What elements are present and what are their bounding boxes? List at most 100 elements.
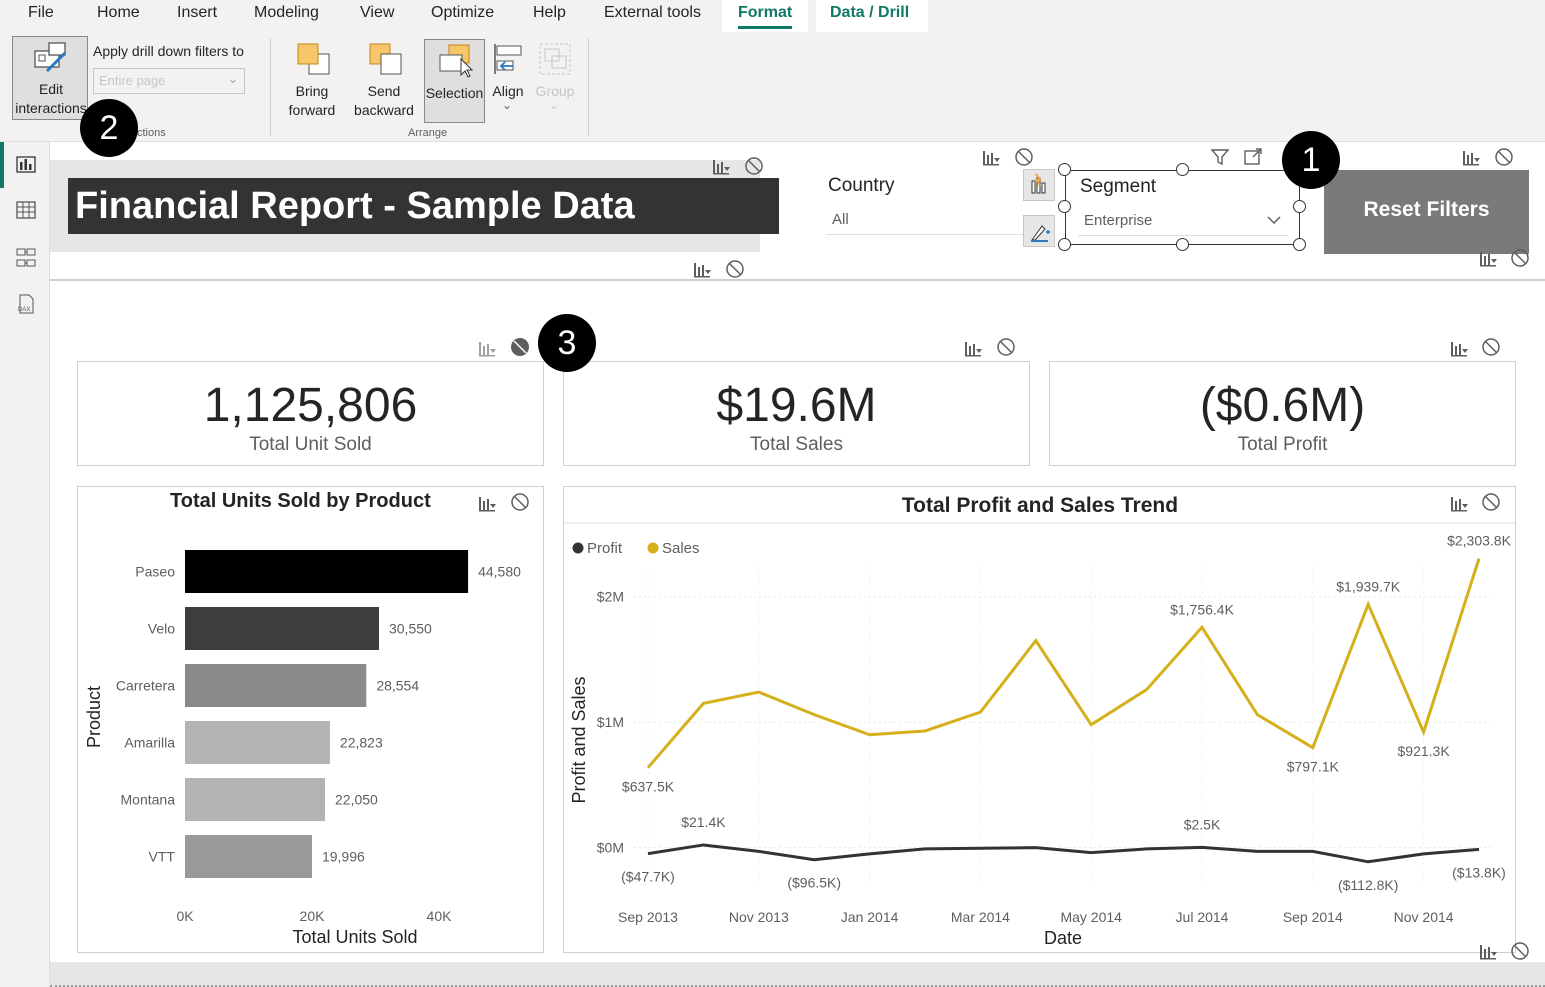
bar-carretera: [185, 664, 367, 707]
build-visual-button[interactable]: [1023, 169, 1055, 201]
x-axis-title: Date: [1044, 928, 1082, 948]
category-label: Paseo: [135, 564, 175, 580]
title-banner[interactable]: Financial Report - Sample Data: [68, 178, 779, 234]
category-label: Carretera: [116, 678, 175, 694]
filter-visual-icon-4[interactable]: [1460, 147, 1482, 169]
x-tick-label: May 2014: [1060, 909, 1122, 925]
card-label: Total Profit: [1237, 434, 1328, 455]
no-impact-icon-11[interactable]: [1509, 940, 1531, 962]
align-button[interactable]: Align ⌄: [488, 38, 528, 122]
resize-handle[interactable]: [1058, 238, 1071, 251]
bar-value-label: 30,550: [389, 621, 432, 637]
report-view-icon[interactable]: [14, 152, 38, 176]
menu-help[interactable]: Help: [533, 4, 566, 21]
data-label: $1,756.4K: [1170, 601, 1234, 617]
group-chevron-down-icon: ⌄: [549, 98, 560, 112]
segment-slicer[interactable]: Segment Enterprise: [1065, 170, 1300, 245]
no-impact-icon-3[interactable]: [1013, 146, 1035, 168]
segment-dropdown[interactable]: Enterprise: [1078, 206, 1288, 236]
bar-chart-visual[interactable]: Total Units Sold by Product Paseo 44,580 Ve…: [77, 486, 544, 953]
data-label: $797.1K: [1287, 759, 1340, 775]
no-impact-icon[interactable]: [743, 155, 765, 177]
focus-mode-icon[interactable]: [1242, 146, 1264, 168]
filter-visual-icon-9[interactable]: [476, 493, 498, 515]
line-chart-visual[interactable]: Total Profit and Sales Trend Profit Sales $…: [563, 486, 1516, 953]
menu-format[interactable]: Format: [738, 4, 793, 29]
filter-visual-icon-11[interactable]: [1477, 941, 1499, 963]
resize-handle[interactable]: [1058, 200, 1071, 213]
no-impact-icon-5[interactable]: [1509, 247, 1531, 269]
menu-home[interactable]: Home: [97, 4, 140, 21]
filter-visual-icon[interactable]: [710, 156, 732, 178]
filter-visual-icon-7[interactable]: [962, 338, 984, 360]
bring-forward-icon: [297, 43, 330, 75]
no-impact-icon-7[interactable]: [995, 336, 1017, 358]
table-view-icon[interactable]: [14, 198, 38, 222]
edit-interactions-icon: [34, 42, 67, 73]
send-backward-icon: [369, 43, 402, 75]
apply-drill-select[interactable]: Entire page ⌄: [93, 68, 245, 94]
country-slicer-label: Country: [828, 175, 895, 196]
x-tick-label: Sep 2013: [618, 909, 678, 925]
card-total-profit[interactable]: ($0.6M) Total Profit: [1049, 361, 1516, 466]
x-tick-label: 40K: [427, 908, 453, 924]
arrange-group-label: Arrange: [408, 127, 448, 139]
no-impact-icon-2[interactable]: [724, 258, 746, 280]
selection-label: Selection: [425, 85, 484, 101]
filter-visual-icon-6[interactable]: [476, 338, 498, 360]
model-view-icon[interactable]: [14, 246, 38, 270]
edit-interactions-button[interactable]: Edit interactions: [12, 36, 88, 120]
bar-chart-title: Total Units Sold by Product: [170, 490, 431, 512]
apply-drill-label: Apply drill down filters to: [93, 43, 244, 59]
menu-external-tools[interactable]: External tools: [604, 4, 701, 21]
no-impact-icon-4[interactable]: [1493, 146, 1515, 168]
segment-slicer-label: Segment: [1080, 176, 1157, 197]
card-total-sales[interactable]: $19.6M Total Sales: [563, 361, 1030, 466]
bar-value-label: 19,996: [322, 849, 365, 865]
selection-icon: [439, 44, 474, 78]
ribbon: Edit interactions Apply drill down filte…: [0, 32, 1545, 142]
menu-data-drill[interactable]: Data / Drill: [830, 4, 910, 21]
format-brush-icon: [1031, 225, 1050, 242]
align-icon: [494, 44, 522, 74]
card-total-units[interactable]: 1,125,806 Total Unit Sold: [77, 361, 544, 466]
menu-optimize[interactable]: Optimize: [431, 4, 495, 21]
filter-visual-icon-8[interactable]: [1448, 338, 1470, 360]
view-switcher: DAX: [0, 142, 50, 987]
selection-button[interactable]: Selection: [424, 39, 485, 123]
format-visual-button[interactable]: [1023, 215, 1055, 247]
resize-handle[interactable]: [1176, 238, 1189, 251]
filter-visual-icon-5[interactable]: [1477, 248, 1499, 270]
segment-chevron-down-icon: [1267, 216, 1281, 225]
menu-file[interactable]: File: [28, 4, 54, 21]
data-label: $21.4K: [681, 814, 726, 830]
filter-visual-icon-10[interactable]: [1448, 493, 1470, 515]
menu-insert[interactable]: Insert: [177, 4, 218, 21]
line-chart-svg: Total Profit and Sales Trend Profit Sales $…: [564, 494, 1515, 948]
resize-handle[interactable]: [1293, 200, 1306, 213]
no-impact-icon-8[interactable]: [1480, 336, 1502, 358]
filter-visual-icon-3[interactable]: [980, 147, 1002, 169]
x-tick-label: Jul 2014: [1176, 909, 1229, 925]
resize-handle[interactable]: [1058, 163, 1071, 176]
y-tick-label: $2M: [597, 589, 624, 605]
data-label: ($13.8K): [1452, 864, 1506, 880]
filter-funnel-icon[interactable]: [1209, 146, 1231, 168]
category-label: Velo: [148, 621, 175, 637]
dax-query-view-icon[interactable]: DAX: [14, 292, 38, 316]
send-backward-button[interactable]: Send backward: [347, 38, 421, 122]
country-dropdown-value: All: [832, 211, 849, 228]
no-impact-icon-9[interactable]: [509, 491, 531, 513]
bring-forward-label-2: forward: [288, 102, 336, 118]
resize-handle[interactable]: [1293, 238, 1306, 251]
menu-modeling[interactable]: Modeling: [254, 4, 319, 21]
series-line-profit: [647, 843, 1480, 864]
no-impact-icon-10[interactable]: [1480, 491, 1502, 513]
menu-view[interactable]: View: [360, 4, 395, 21]
country-dropdown[interactable]: All: [826, 205, 1032, 235]
reset-filters-button[interactable]: Reset Filters: [1324, 170, 1529, 254]
filter-visual-icon-2[interactable]: [691, 259, 713, 281]
resize-handle[interactable]: [1176, 163, 1189, 176]
none-active-icon[interactable]: [509, 336, 531, 358]
bring-forward-button[interactable]: Bring forward: [280, 38, 344, 122]
